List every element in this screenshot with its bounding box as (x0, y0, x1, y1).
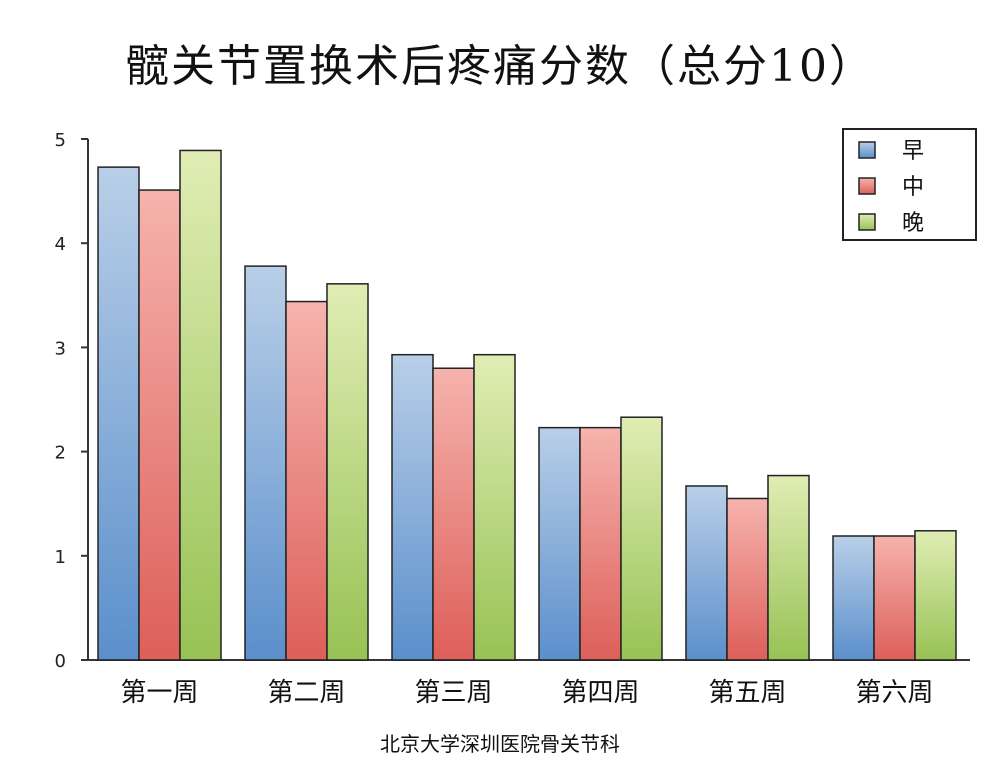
legend-label: 晚 (902, 211, 924, 236)
bars (97, 149, 957, 661)
axis-labels: 0 1 2 3 4 5 第一周 第二周 第三周 第四周 第五周 第六周 (55, 130, 934, 708)
bar (326, 283, 369, 661)
bar (97, 166, 140, 661)
bar (538, 426, 581, 661)
legend-swatch (858, 177, 876, 195)
chart-footer: 北京大学深圳医院骨关节科 (380, 732, 620, 756)
y-tick-label: 0 (55, 651, 66, 672)
bar (914, 530, 957, 661)
bar (244, 265, 287, 661)
x-tick-label: 第一周 (120, 678, 198, 708)
bar (432, 367, 475, 661)
y-tick-label: 3 (55, 338, 66, 359)
bar (473, 353, 516, 661)
y-tick-label: 2 (55, 443, 66, 464)
bar (726, 497, 769, 661)
bar (685, 485, 728, 661)
bar (767, 474, 810, 661)
x-tick-label: 第三周 (414, 678, 492, 708)
x-tick-label: 第五周 (708, 678, 786, 708)
x-tick-label: 第二周 (267, 678, 345, 708)
x-tick-label: 第六周 (855, 678, 933, 708)
y-tick-label: 1 (55, 547, 66, 568)
y-tick-label: 4 (55, 234, 66, 255)
legend-swatch (858, 213, 876, 231)
legend-label: 早 (902, 139, 924, 164)
bar (285, 300, 328, 661)
legend-label: 中 (902, 175, 924, 200)
bar (620, 416, 663, 661)
x-tick-label: 第四周 (561, 678, 639, 708)
bar (873, 535, 916, 661)
bar (138, 189, 181, 661)
bar (832, 535, 875, 661)
legend: 早中晚 (842, 128, 977, 241)
bar (579, 426, 622, 661)
axes (81, 138, 970, 661)
bar (391, 353, 434, 661)
legend-swatch (858, 141, 876, 159)
y-tick-label: 5 (55, 130, 66, 151)
bar (179, 149, 222, 661)
chart-title: 髋关节置换术后疼痛分数（总分10） (125, 41, 875, 92)
